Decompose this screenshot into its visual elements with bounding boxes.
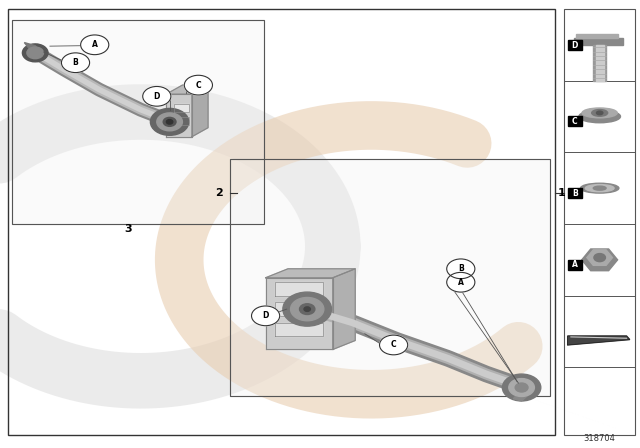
Ellipse shape [580,183,619,193]
Polygon shape [174,104,189,112]
Ellipse shape [593,186,606,190]
Text: 1: 1 [558,188,566,198]
Circle shape [81,35,109,55]
Text: D: D [262,311,269,320]
Bar [230,159,550,396]
Circle shape [380,335,408,355]
Bar [230,159,550,396]
Ellipse shape [586,185,614,192]
Polygon shape [266,269,355,278]
Circle shape [157,113,182,131]
Text: D: D [154,92,160,101]
Text: A: A [92,40,98,49]
Polygon shape [568,336,630,345]
Circle shape [509,379,534,396]
Polygon shape [513,390,528,401]
Polygon shape [166,85,208,94]
Circle shape [447,272,475,292]
Ellipse shape [579,110,621,123]
Ellipse shape [596,111,603,115]
Text: B: B [572,189,577,198]
Text: D: D [572,41,578,50]
Text: 2: 2 [215,188,223,198]
Polygon shape [333,269,355,349]
Bar [568,116,582,126]
Polygon shape [275,323,323,336]
Circle shape [22,44,48,62]
Text: A: A [458,278,464,287]
Bar [574,38,623,45]
Circle shape [252,306,280,326]
Circle shape [27,47,44,59]
Circle shape [143,86,171,106]
Text: C: C [196,81,201,90]
Polygon shape [24,43,42,58]
Text: B: B [458,264,463,273]
Text: 318704: 318704 [584,434,616,443]
Circle shape [61,53,90,73]
Circle shape [163,117,176,126]
Circle shape [304,307,310,311]
Polygon shape [192,85,208,137]
Circle shape [515,383,528,392]
Text: B: B [73,58,78,67]
Bar [8,9,555,435]
Text: C: C [391,340,396,349]
Circle shape [447,259,475,279]
Circle shape [184,75,212,95]
Circle shape [150,108,189,135]
Ellipse shape [592,109,608,116]
Polygon shape [174,117,189,125]
Circle shape [166,120,173,124]
Bar [568,188,582,198]
Text: 3: 3 [124,224,132,234]
Bar [576,34,618,38]
Text: C: C [572,117,577,126]
Text: A: A [572,260,578,269]
Circle shape [594,254,605,262]
Ellipse shape [582,108,618,118]
Polygon shape [275,282,323,296]
Polygon shape [166,94,192,137]
Bar [12,20,264,224]
Bar [596,45,604,81]
Circle shape [300,304,315,314]
Circle shape [283,292,332,326]
Bar [568,260,582,270]
Bar [593,45,606,81]
Circle shape [502,374,541,401]
Bar [12,20,264,224]
Polygon shape [266,278,333,349]
Bar [568,40,582,50]
Circle shape [291,297,324,321]
Polygon shape [275,302,323,316]
Bar [564,9,635,435]
